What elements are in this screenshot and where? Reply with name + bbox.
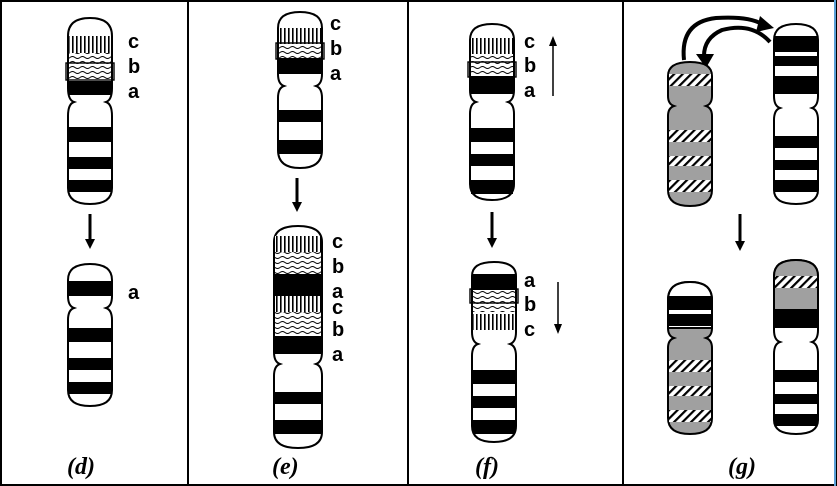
swap-arrow bbox=[681, 15, 763, 61]
label-c: c bbox=[332, 231, 343, 253]
label-b: b bbox=[332, 256, 344, 278]
chromosome-e-top bbox=[275, 10, 325, 170]
label-a: a bbox=[128, 282, 140, 304]
chromosome-d-top bbox=[65, 16, 115, 206]
label-b: b bbox=[524, 55, 536, 77]
band-c bbox=[69, 36, 111, 53]
chromosome-g-white-bottom bbox=[773, 258, 819, 436]
band-a bbox=[69, 281, 111, 296]
chromosome-g-grey-top bbox=[667, 60, 713, 208]
band-b bbox=[279, 44, 321, 58]
panel-caption: (g) bbox=[728, 454, 756, 480]
label-a: a bbox=[524, 270, 536, 292]
chromosome-f-bottom bbox=[469, 260, 519, 444]
label-b: b bbox=[524, 294, 536, 316]
label-b: b bbox=[332, 319, 344, 341]
band-a bbox=[473, 274, 515, 290]
band-b bbox=[473, 290, 515, 312]
panel-g: (g) bbox=[667, 15, 819, 480]
band-a bbox=[275, 274, 321, 296]
band-b bbox=[69, 53, 111, 81]
panel-caption: (f) bbox=[475, 454, 499, 480]
band-a bbox=[279, 58, 321, 74]
label-a: a bbox=[332, 344, 344, 366]
panel-caption: (d) bbox=[67, 454, 95, 480]
label-c: c bbox=[524, 319, 535, 341]
band-a bbox=[471, 76, 513, 94]
label-c: c bbox=[524, 31, 535, 53]
label-a: a bbox=[524, 80, 536, 102]
label-c: c bbox=[332, 297, 343, 319]
label-a: a bbox=[128, 81, 140, 103]
panel-e: c b a c b a c b a (e) bbox=[272, 10, 344, 480]
panel-caption: (e) bbox=[272, 454, 299, 480]
band-c bbox=[275, 236, 321, 252]
swap-arrow bbox=[702, 25, 772, 57]
chromosome-d-bottom bbox=[67, 262, 113, 408]
band-c bbox=[471, 38, 513, 54]
band-c bbox=[473, 314, 515, 330]
band-b bbox=[471, 54, 513, 76]
chromosome-g-white-top bbox=[773, 22, 819, 206]
band-a bbox=[69, 81, 111, 95]
band-a bbox=[275, 336, 321, 354]
label-a: a bbox=[330, 63, 342, 85]
band-b bbox=[275, 252, 321, 274]
panel-d: c b a a (d) bbox=[65, 16, 140, 480]
label-b: b bbox=[128, 56, 140, 78]
label-c: c bbox=[330, 13, 341, 35]
chromosome-f-top bbox=[467, 22, 517, 202]
label-a: a bbox=[332, 281, 344, 303]
chromosome-e-bottom bbox=[273, 224, 323, 450]
band-c bbox=[279, 28, 321, 44]
label-c: c bbox=[128, 31, 139, 53]
panel-f: c b a a b c (f) bbox=[467, 22, 562, 480]
label-b: b bbox=[330, 38, 342, 60]
chromosome-g-grey-bottom bbox=[667, 280, 713, 436]
band-b bbox=[275, 312, 321, 336]
band-c bbox=[275, 296, 321, 312]
